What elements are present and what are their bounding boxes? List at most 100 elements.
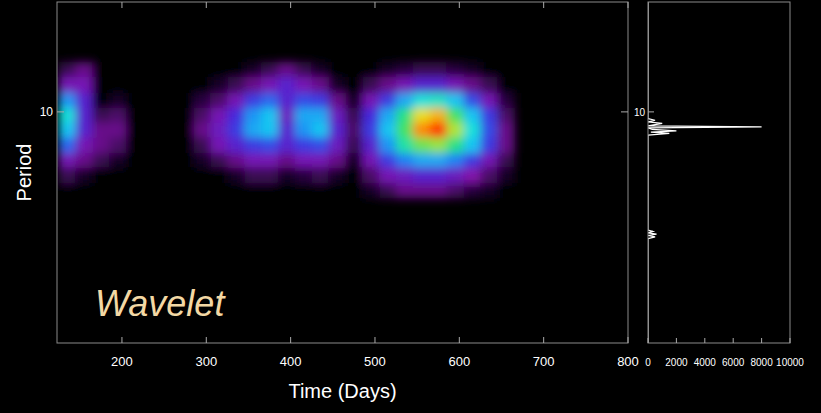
cell	[379, 167, 396, 183]
cell	[278, 167, 295, 183]
cell	[497, 153, 514, 168]
cell	[480, 167, 497, 183]
cell	[345, 122, 362, 137]
x-tick-label: 0	[645, 357, 651, 368]
x-tick	[374, 337, 375, 343]
cell	[59, 107, 76, 122]
cell	[211, 122, 228, 137]
cell	[227, 137, 244, 153]
cell	[76, 122, 93, 137]
x-tick-label: 700	[533, 354, 555, 369]
x-tick	[733, 338, 734, 343]
chart: 20030040050060070080010Time (Days)Period…	[0, 0, 821, 413]
cell	[177, 92, 194, 108]
cell	[177, 167, 194, 183]
cell	[278, 153, 295, 168]
cell	[480, 137, 497, 153]
cell	[295, 92, 312, 108]
cell	[362, 92, 379, 108]
cell	[413, 76, 430, 92]
cell	[76, 183, 93, 199]
cell	[345, 107, 362, 122]
cell	[396, 107, 413, 122]
cell	[109, 107, 126, 122]
cell	[143, 153, 160, 168]
cell	[160, 122, 177, 137]
cell	[227, 107, 244, 122]
cell	[464, 107, 481, 122]
y-tick	[57, 111, 64, 112]
cell	[227, 153, 244, 168]
cell	[261, 137, 278, 153]
cell	[329, 76, 346, 92]
cell	[76, 76, 93, 92]
cell	[92, 92, 109, 108]
x-tick	[121, 2, 122, 8]
cell	[480, 183, 497, 199]
cell	[244, 137, 261, 153]
cell	[345, 153, 362, 168]
cell	[430, 76, 447, 92]
x-tick-label: 500	[364, 354, 386, 369]
x-tick	[676, 338, 677, 343]
cell	[211, 153, 228, 168]
cell	[447, 137, 464, 153]
cell	[76, 92, 93, 108]
cell	[362, 137, 379, 153]
cell	[194, 137, 211, 153]
cell	[497, 107, 514, 122]
periodogram-line	[648, 2, 762, 343]
x-tick-label: 4000	[694, 357, 717, 368]
y-tick	[648, 111, 654, 112]
cell	[413, 183, 430, 199]
cell	[278, 76, 295, 92]
cell	[464, 76, 481, 92]
cell	[278, 92, 295, 108]
cell	[76, 167, 93, 183]
cell	[447, 107, 464, 122]
cell	[211, 183, 228, 199]
cell	[430, 167, 447, 183]
cell	[59, 153, 76, 168]
cell	[92, 107, 109, 122]
cell	[194, 153, 211, 168]
cell	[329, 62, 346, 77]
cell	[126, 137, 143, 153]
y-tick-label: 10	[40, 105, 54, 119]
x-tick	[761, 338, 762, 343]
cell	[497, 167, 514, 183]
cell	[261, 153, 278, 168]
x-tick	[290, 2, 291, 8]
cell	[480, 62, 497, 77]
cell	[447, 183, 464, 199]
cell	[160, 183, 177, 199]
cell	[160, 137, 177, 153]
cell	[227, 92, 244, 108]
cell	[295, 153, 312, 168]
cell	[396, 122, 413, 137]
cell	[92, 137, 109, 153]
cell	[278, 137, 295, 153]
cell	[59, 122, 76, 137]
cell	[143, 183, 160, 199]
annotation: Wavelet	[95, 283, 226, 324]
x-tick-label: 10000	[776, 357, 804, 368]
cell	[194, 76, 211, 92]
cell	[143, 76, 160, 92]
cell	[261, 167, 278, 183]
cell	[345, 62, 362, 77]
cell	[430, 62, 447, 77]
y-tick	[621, 111, 628, 112]
cell	[177, 62, 194, 77]
cell	[413, 92, 430, 108]
x-tick	[628, 337, 629, 343]
cell	[227, 122, 244, 137]
cell	[295, 62, 312, 77]
cell	[160, 167, 177, 183]
x-tick-label: 400	[280, 354, 302, 369]
cell	[244, 183, 261, 199]
cell	[430, 107, 447, 122]
cell	[109, 122, 126, 137]
x-tick	[543, 2, 544, 8]
plot-area	[59, 62, 515, 198]
